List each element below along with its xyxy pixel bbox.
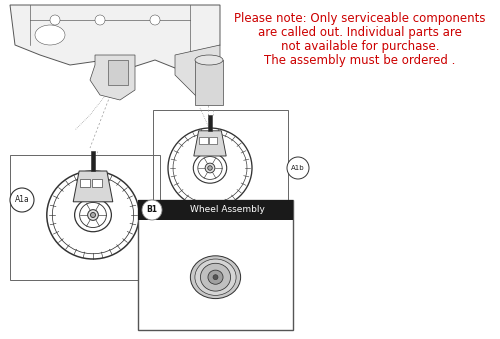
- Ellipse shape: [195, 259, 236, 295]
- Polygon shape: [90, 55, 135, 100]
- Polygon shape: [175, 45, 220, 100]
- Bar: [200, 137, 207, 144]
- Text: The assembly must be ordered .: The assembly must be ordered .: [264, 54, 456, 67]
- Text: Please note: Only serviceable components: Please note: Only serviceable components: [234, 12, 486, 25]
- Ellipse shape: [208, 270, 223, 284]
- Circle shape: [142, 200, 162, 220]
- Text: A1b: A1b: [291, 165, 305, 171]
- Circle shape: [208, 166, 212, 170]
- Circle shape: [205, 163, 215, 173]
- Polygon shape: [73, 171, 113, 202]
- Bar: [209, 137, 218, 144]
- Circle shape: [50, 15, 60, 25]
- Circle shape: [88, 210, 99, 220]
- Ellipse shape: [190, 256, 240, 299]
- Ellipse shape: [167, 243, 264, 312]
- Bar: [208, 115, 212, 131]
- Bar: [92, 179, 102, 187]
- Ellipse shape: [200, 263, 230, 291]
- Circle shape: [90, 213, 96, 218]
- Text: A1a: A1a: [14, 196, 30, 204]
- Bar: [10, 155, 160, 280]
- Polygon shape: [194, 131, 226, 156]
- Text: Wheel Assembly: Wheel Assembly: [190, 205, 265, 215]
- Polygon shape: [10, 5, 220, 70]
- Text: not available for purchase.: not available for purchase.: [281, 40, 440, 53]
- Bar: [108, 60, 128, 85]
- Text: B1: B1: [146, 205, 158, 215]
- Circle shape: [150, 15, 160, 25]
- Ellipse shape: [176, 249, 255, 305]
- Bar: [138, 200, 293, 330]
- Bar: [195, 60, 223, 105]
- Circle shape: [95, 15, 105, 25]
- Circle shape: [10, 188, 34, 212]
- Ellipse shape: [195, 55, 223, 65]
- Ellipse shape: [35, 25, 65, 45]
- Bar: [80, 179, 90, 187]
- Circle shape: [213, 275, 218, 280]
- Bar: [90, 151, 96, 171]
- Circle shape: [287, 157, 309, 179]
- Text: are called out. Individual parts are: are called out. Individual parts are: [258, 26, 462, 39]
- Bar: [138, 200, 293, 220]
- Bar: [153, 110, 288, 250]
